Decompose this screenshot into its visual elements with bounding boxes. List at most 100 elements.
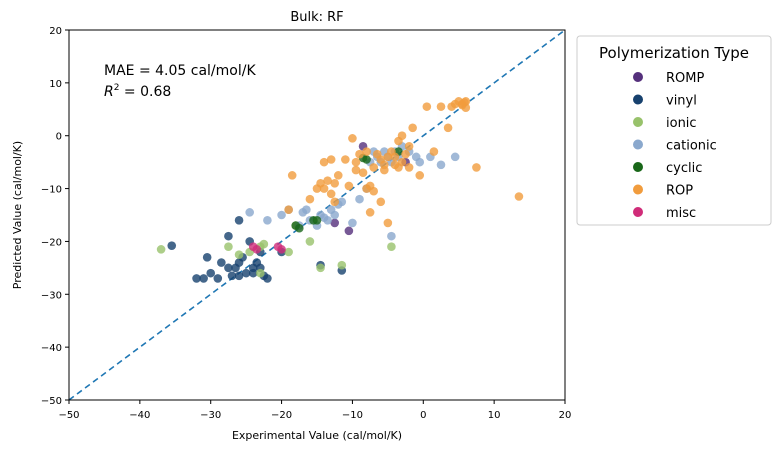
legend-items: ROMP vinyl ionic cationic cyclic ROP misc — [633, 71, 717, 221]
data-point-ROMP — [344, 226, 354, 236]
r2-symbol: R — [104, 84, 114, 100]
data-point-ROP — [408, 123, 417, 133]
data-point-vinyl — [167, 241, 177, 250]
data-point-ROP — [369, 186, 378, 196]
plot-frame — [68, 29, 566, 401]
data-point-ROP — [351, 157, 361, 167]
data-point-ROP — [330, 197, 340, 207]
x-tick-label: −50 — [58, 410, 79, 421]
legend: Polymerization Type ROMP vinyl ionic cation… — [576, 35, 772, 226]
data-point-vinyl — [192, 274, 201, 283]
data-point-ROP — [355, 149, 364, 159]
legend-marker-cyclic — [633, 162, 643, 172]
data-point-vinyl — [213, 274, 223, 283]
y-tick-label: −30 — [41, 290, 62, 301]
data-point-ROP — [380, 165, 389, 175]
legend-marker-misc — [633, 207, 643, 217]
data-point-cationic — [245, 208, 254, 217]
data-point-ionic — [337, 260, 347, 270]
data-point-ROP — [305, 194, 315, 204]
data-point-ionic — [387, 242, 396, 252]
x-tick-label: −40 — [129, 410, 150, 421]
data-point-ROP — [323, 176, 332, 185]
legend-marker-ROMP — [633, 72, 643, 82]
x-tick-label: −30 — [200, 410, 221, 421]
data-point-cationic — [436, 160, 446, 170]
legend-label-ROMP: ROMP — [666, 71, 704, 86]
mae-annotation: MAE = 4.05 cal/mol/K — [104, 63, 256, 79]
data-point-misc — [277, 245, 286, 254]
data-point-vinyl — [206, 268, 216, 278]
legend-label-cyclic: cyclic — [666, 161, 702, 176]
legend-label-cationic: cationic — [666, 139, 717, 154]
data-point-ionic — [259, 239, 269, 249]
data-point-ROP — [319, 184, 329, 193]
data-point-cationic — [355, 194, 364, 204]
data-point-ROP — [330, 178, 340, 188]
y-tick-label: 10 — [49, 79, 62, 90]
data-point-ionic — [234, 250, 244, 259]
data-point-vinyl — [234, 215, 244, 225]
x-tick-label: 10 — [488, 410, 501, 421]
data-point-ROP — [365, 208, 375, 217]
data-point-ROP — [333, 171, 343, 180]
data-point-ROP — [443, 123, 453, 133]
data-point-ROP — [351, 165, 361, 175]
x-axis-label: Experimental Value (cal/mol/K) — [232, 429, 402, 442]
data-point-ROP — [362, 147, 371, 156]
data-point-ROP — [401, 149, 410, 159]
data-point-ROP — [284, 205, 293, 215]
data-point-ROP — [344, 181, 354, 191]
legend-label-vinyl: vinyl — [666, 94, 697, 109]
data-point-ROP — [397, 157, 407, 167]
data-point-cationic — [415, 157, 425, 167]
legend-title: Polymerization Type — [599, 44, 749, 62]
data-point-vinyl — [202, 252, 212, 262]
y-axis: −50 −40 −30 −20 −10 0 10 20 — [41, 26, 69, 407]
data-point-vinyl — [199, 274, 208, 283]
y-tick-label: 0 — [56, 132, 62, 143]
data-point-ROP — [326, 155, 336, 164]
data-point-cyclic — [294, 223, 304, 233]
data-point-ionic — [284, 247, 293, 257]
x-tick-label: −20 — [271, 410, 292, 421]
data-point-ROP — [319, 157, 329, 167]
series-ROP — [284, 97, 524, 228]
data-point-ROP — [404, 141, 414, 151]
legend-label-ionic: ionic — [666, 116, 697, 131]
data-point-ROP — [358, 168, 368, 178]
y-tick-label: −10 — [41, 185, 62, 196]
data-point-misc — [252, 245, 262, 254]
data-point-ROP — [348, 134, 357, 143]
parity-line — [69, 30, 565, 400]
data-point-ROP — [326, 189, 336, 199]
data-point-ROP — [429, 147, 439, 156]
data-point-ROMP — [330, 218, 340, 228]
legend-marker-cationic — [633, 139, 643, 150]
data-point-vinyl — [241, 268, 251, 278]
data-point-cationic — [277, 210, 286, 220]
data-point-ROP — [422, 102, 432, 111]
data-point-cyclic — [362, 155, 371, 164]
y-tick-label: 20 — [49, 26, 62, 37]
data-point-vinyl — [263, 274, 272, 283]
data-point-ionic — [305, 237, 315, 246]
data-point-cationic — [323, 215, 332, 225]
data-point-ROP — [404, 163, 414, 172]
r2-value: = 0.68 — [119, 84, 171, 100]
x-tick-label: −10 — [342, 410, 363, 421]
legend-marker-ionic — [633, 117, 643, 127]
y-tick-label: −40 — [41, 343, 62, 354]
data-point-ROP — [369, 163, 378, 172]
data-point-cyclic — [312, 215, 322, 225]
data-point-ROP — [436, 102, 446, 111]
data-point-cationic — [302, 205, 311, 215]
data-point-ROP — [397, 131, 407, 141]
y-tick-label: −50 — [41, 396, 62, 407]
y-tick-label: −20 — [41, 237, 62, 248]
data-point-cationic — [348, 218, 357, 228]
series-misc — [248, 242, 286, 254]
plot-area — [68, 29, 566, 401]
data-point-vinyl — [248, 268, 258, 278]
